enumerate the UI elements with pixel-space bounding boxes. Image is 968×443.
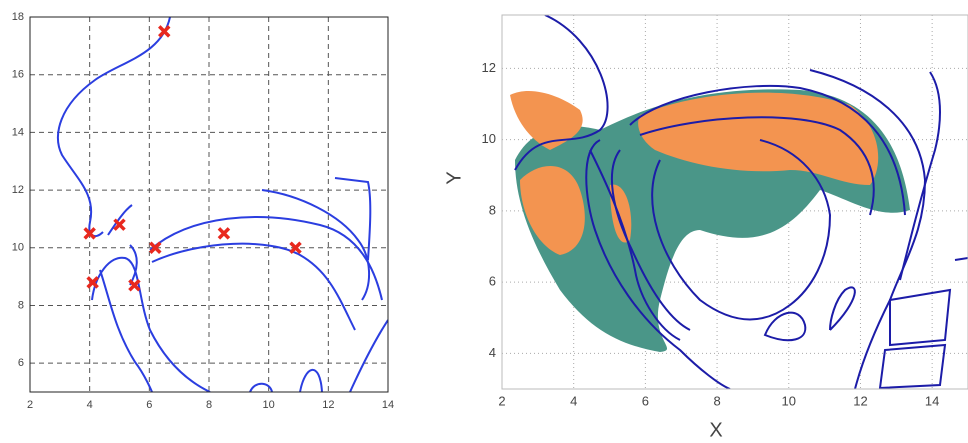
y-tick-label: 8 [489, 202, 496, 217]
y-tick-label: 12 [482, 60, 496, 75]
x-tick-label: 2 [498, 393, 505, 408]
y-tick-label: 18 [12, 11, 24, 23]
x-tick-label: 14 [382, 399, 394, 411]
x-tick-label: 6 [642, 393, 649, 408]
y-tick-label: 10 [12, 242, 24, 254]
x-marker [289, 241, 302, 255]
x-marker [113, 218, 126, 231]
y-tick-label: 10 [482, 131, 496, 146]
x-tick-label: 8 [713, 393, 720, 408]
y-tick-label: 14 [12, 126, 24, 138]
x-marker [86, 276, 99, 289]
x-marker [128, 279, 141, 292]
y-tick-label: 4 [489, 345, 496, 360]
frame-left [29, 16, 389, 393]
x-tick-label: 12 [853, 393, 867, 408]
frame-right [501, 14, 968, 390]
y-tick-label: 12 [12, 184, 24, 196]
contours-left [57, 17, 388, 392]
contours-right [514, 15, 968, 389]
x-tick-label: 10 [263, 399, 275, 411]
x-tick-label: 8 [206, 399, 212, 411]
x-tick-label: 10 [782, 393, 796, 408]
x-tick-label: 6 [146, 399, 152, 411]
x-tick-label: 2 [27, 399, 33, 411]
y-tick-label: 6 [489, 274, 496, 289]
x-tick-label: 4 [87, 399, 93, 411]
x-marker [83, 227, 96, 240]
x-marker [217, 227, 231, 240]
y-tick-label: 16 [12, 69, 24, 81]
y-axis-label: Y [443, 171, 465, 184]
region-orange [510, 90, 879, 255]
x-axis-label: X [709, 419, 722, 441]
y-tick-label: 8 [18, 299, 24, 311]
x-tick-label: 14 [925, 393, 939, 408]
x-tick-label: 4 [570, 393, 577, 408]
regions [510, 89, 910, 353]
x-marker [149, 241, 162, 255]
x-marker [158, 25, 171, 38]
y-tick-label: 6 [18, 357, 24, 369]
x-tick-label: 12 [322, 399, 334, 411]
